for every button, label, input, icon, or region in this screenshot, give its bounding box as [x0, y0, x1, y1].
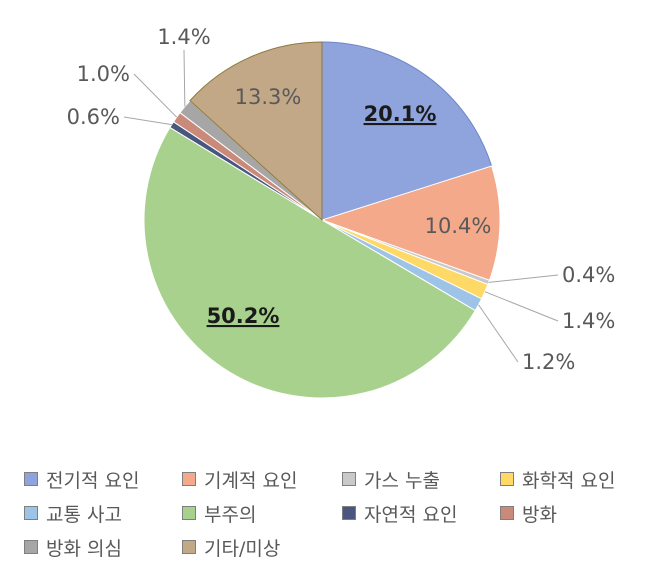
- pie-slice: [321, 41, 493, 221]
- legend-label: 기계적 요인: [204, 469, 298, 492]
- legend-row: 교통 사고 부주의 자연적 요인 방화: [24, 496, 644, 530]
- legend-item: 화학적 요인: [500, 466, 645, 493]
- legend-swatch: [342, 506, 356, 520]
- legend-label: 기타/미상: [204, 537, 281, 560]
- legend: 전기적 요인 기계적 요인 가스 누출 화학적 요인 교통 사고 부주의 자연적…: [24, 462, 644, 564]
- legend-swatch: [24, 540, 38, 554]
- legend-item: 기타/미상: [182, 534, 342, 561]
- data-label: 1.2%: [522, 350, 575, 374]
- legend-row: 전기적 요인 기계적 요인 가스 누출 화학적 요인: [24, 462, 644, 496]
- data-label: 0.4%: [562, 263, 615, 287]
- legend-label: 화학적 요인: [522, 469, 616, 492]
- data-label: 20.1%: [364, 102, 437, 126]
- pie-slice: [189, 41, 323, 222]
- legend-swatch: [182, 540, 196, 554]
- legend-item: 자연적 요인: [342, 500, 500, 527]
- leader-line: [484, 291, 559, 322]
- data-label: 13.3%: [235, 85, 302, 109]
- pie-slice: [143, 126, 476, 399]
- leader-line: [183, 49, 186, 107]
- data-label: 0.6%: [67, 105, 120, 129]
- legend-item: 기계적 요인: [182, 466, 342, 493]
- leader-line: [478, 304, 519, 363]
- legend-label: 방화 의심: [46, 537, 122, 560]
- legend-label: 교통 사고: [46, 503, 122, 526]
- data-label: 1.0%: [77, 62, 130, 86]
- pie-slice: [320, 165, 501, 281]
- legend-swatch: [24, 472, 38, 486]
- leader-line: [488, 274, 559, 283]
- legend-item: 전기적 요인: [24, 466, 182, 493]
- legend-item: 교통 사고: [24, 500, 182, 527]
- legend-label: 가스 누출: [364, 469, 440, 492]
- legend-item: 가스 누출: [342, 466, 500, 493]
- legend-swatch: [182, 506, 196, 520]
- data-label: 1.4%: [562, 309, 615, 333]
- legend-row: 방화 의심 기타/미상: [24, 530, 644, 564]
- legend-swatch: [24, 506, 38, 520]
- data-label: 1.4%: [157, 25, 210, 49]
- legend-item: 방화: [500, 500, 645, 527]
- legend-item: 부주의: [182, 500, 342, 527]
- legend-label: 전기적 요인: [46, 469, 140, 492]
- data-label: 50.2%: [207, 304, 280, 328]
- legend-label: 부주의: [204, 503, 257, 526]
- legend-swatch: [182, 472, 196, 486]
- legend-swatch: [342, 472, 356, 486]
- legend-label: 방화: [522, 503, 557, 526]
- legend-swatch: [500, 472, 514, 486]
- leader-line: [133, 73, 178, 118]
- legend-item: 방화 의심: [24, 534, 182, 561]
- leader-line: [123, 116, 172, 126]
- data-label: 10.4%: [425, 214, 492, 238]
- legend-swatch: [500, 506, 514, 520]
- legend-label: 자연적 요인: [364, 503, 458, 526]
